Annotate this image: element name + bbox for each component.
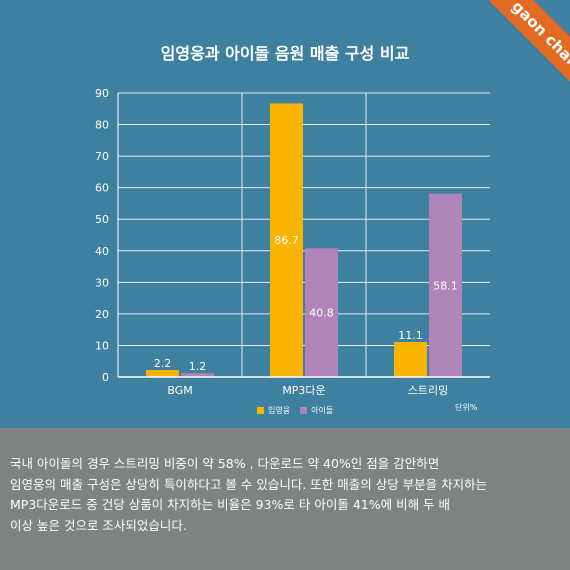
bar-chart: 0 10 20 30 40 50 60 70 80 90 2.2 1.2 BGM 86.7 40.8 MP3다… [95, 87, 490, 397]
description-line-1: 국내 아이돌의 경우 스트리밍 비중이 약 58% , 다운로드 약 40%인 … [10, 456, 440, 471]
bar-1-1 [146, 370, 179, 377]
data-label-2-1: 1.2 [189, 360, 207, 373]
data-label-1-3: 11.1 [398, 329, 423, 342]
bar-2-1 [181, 373, 214, 377]
data-label-1-1: 2.2 [154, 357, 172, 370]
y-tick-label-0: 0 [102, 371, 109, 384]
data-label-1-2: 86.7 [274, 234, 299, 247]
y-tick-label-70: 70 [95, 150, 109, 163]
legend-item-series-2: 아이돌 [300, 405, 333, 416]
bar-1-3 [394, 341, 427, 377]
data-label-2-2: 40.8 [309, 307, 334, 320]
unit-note: 단위% [455, 403, 478, 412]
x-tick-label-3: 스트리밍 [408, 384, 448, 397]
legend-label-series-2: 아이돌 [311, 406, 334, 415]
x-tick-label-2: MP3다운 [282, 384, 325, 397]
description-line-2: 임영웅의 매출 구성은 상당히 특이하다고 볼 수 있습니다. 또한 매출의 상… [10, 476, 488, 492]
description-text: 국내 아이돌의 경우 스트리밍 비중이 약 58% , 다운로드 약 40%인 … [10, 454, 562, 536]
y-tick-label-20: 20 [95, 308, 109, 321]
chart-panel: 임영웅과 아이돌 음원 매출 구성 비교 0 10 20 30 40 50 60 70 80 90… [95, 0, 570, 416]
bar-2-3 [429, 193, 462, 377]
y-tick-label-50: 50 [95, 213, 109, 226]
y-tick-label-60: 60 [95, 182, 109, 195]
legend-label-series-1: 임영웅 [268, 406, 291, 415]
description-line-3: MP3다운로드 중 건당 상품이 차지하는 비율은 93%로 타 아이돌 41%… [10, 497, 451, 512]
bar-1-2 [270, 103, 303, 377]
bar-2-2 [305, 248, 338, 377]
y-tick-label-90: 90 [95, 87, 109, 100]
y-tick-label-30: 30 [95, 276, 109, 289]
chart-title: 임영웅과 아이돌 음원 매출 구성 비교 [160, 44, 410, 63]
legend-swatch-series-2 [300, 407, 308, 414]
y-tick-label-10: 10 [95, 339, 109, 352]
y-tick-label-80: 80 [95, 119, 109, 132]
description-line-4: 이상 높은 것으로 조사되었습니다. [10, 517, 187, 533]
data-label-2-3: 58.1 [433, 279, 458, 292]
y-tick-label-40: 40 [95, 245, 109, 258]
legend-item-series-1: 임영웅 [257, 405, 290, 416]
x-tick-label-1: BGM [167, 384, 192, 397]
legend-swatch-series-1 [257, 407, 264, 414]
description-panel: 국내 아이돌의 경우 스트리밍 비중이 약 58% , 다운로드 약 40%인 … [0, 428, 570, 570]
legend: 임영웅 아이돌 [257, 405, 333, 416]
